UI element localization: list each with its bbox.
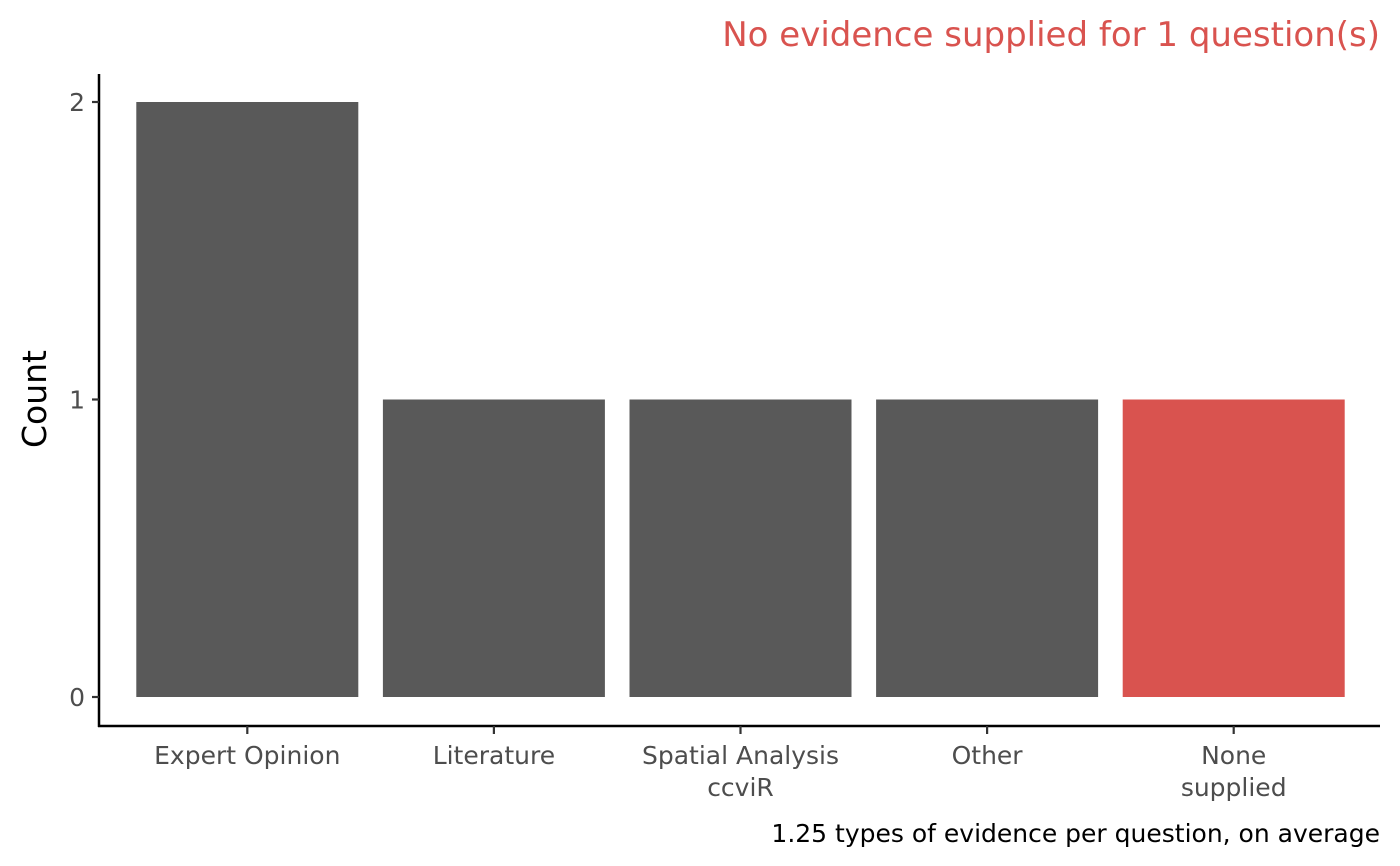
chart-caption: 1.25 types of evidence per question, on … bbox=[771, 819, 1380, 848]
bar-3 bbox=[876, 399, 1099, 697]
bar-2 bbox=[629, 399, 852, 697]
x-tick-label-4: None supplied bbox=[1181, 741, 1287, 802]
y-tick-label-0: 0 bbox=[69, 683, 85, 712]
x-tick-label-3: Other bbox=[952, 741, 1024, 770]
y-axis-label: Count bbox=[15, 350, 54, 448]
x-axis: Expert Opinion Literature Spatial Analysis… bbox=[98, 724, 1380, 802]
bars-group bbox=[136, 102, 1345, 697]
x-tick-label-1: Literature bbox=[433, 741, 555, 770]
bar-4 bbox=[1122, 399, 1345, 697]
y-tick-label-2: 2 bbox=[69, 88, 85, 117]
bar-1 bbox=[382, 399, 605, 697]
bar-0 bbox=[136, 102, 359, 697]
x-tick-label-2: Spatial Analysis ccviR bbox=[642, 741, 839, 802]
chart-title: No evidence supplied for 1 question(s) bbox=[722, 15, 1380, 55]
y-axis: 0 1 2 bbox=[69, 74, 101, 727]
y-tick-label-1: 1 bbox=[69, 386, 85, 415]
x-tick-label-0: Expert Opinion bbox=[154, 741, 340, 770]
